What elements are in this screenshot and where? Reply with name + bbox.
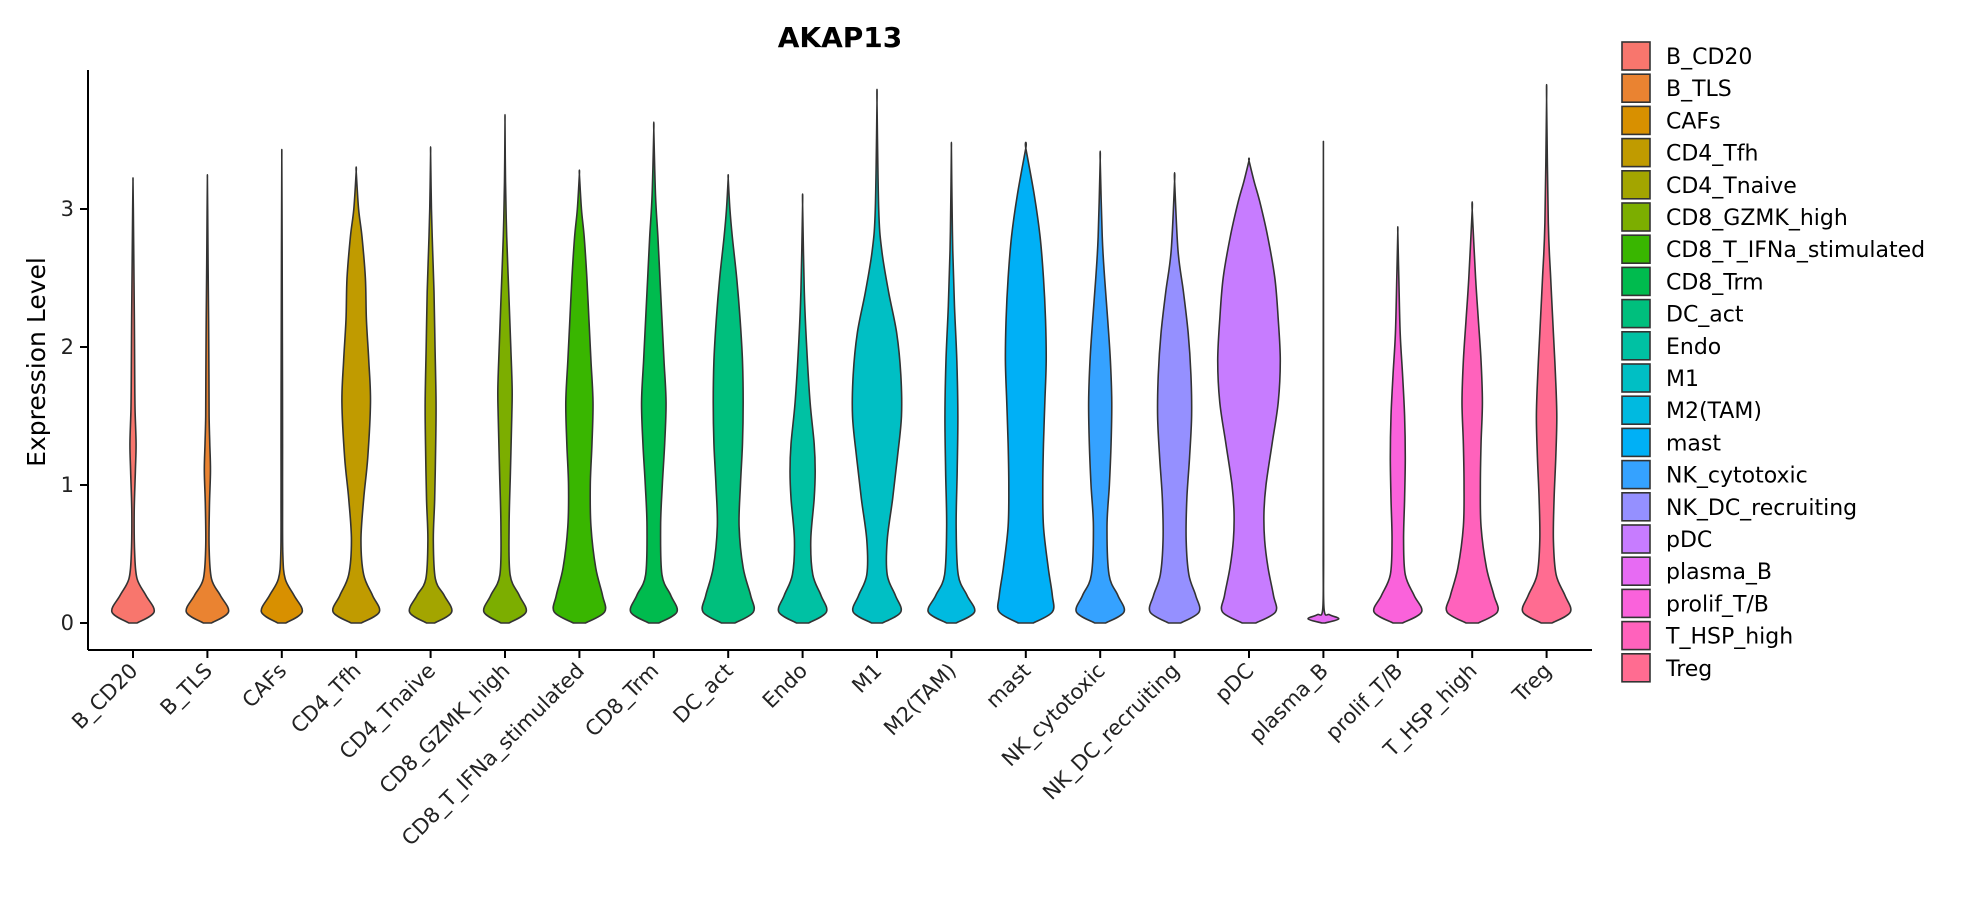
x-tick-label: Treg (1507, 659, 1556, 708)
y-tick-label: 1 (61, 473, 74, 497)
legend-label: T_HSP_high (1665, 625, 1793, 650)
legend-swatch (1621, 395, 1651, 426)
violin-nk-dc-recruiting (1148, 171, 1201, 624)
violin-prolif-t-b (1372, 225, 1423, 624)
violin-cafs (260, 148, 304, 624)
legend-swatch (1621, 459, 1651, 490)
chart-title: AKAP13 (778, 21, 903, 54)
legend-swatch (1621, 298, 1651, 329)
legend-swatch (1621, 491, 1651, 522)
violin-cd4-tfh (331, 166, 381, 624)
violin-cd8-trm (629, 121, 679, 624)
legend-label: CAFs (1666, 109, 1721, 134)
legend-swatch (1621, 524, 1651, 554)
legend-swatch (1621, 588, 1651, 619)
x-tick-label: CAFs (238, 659, 292, 713)
x-tick-label: B_CD20 (67, 659, 143, 735)
legend-swatch (1621, 170, 1651, 200)
legend-label: CD8_T_IFNa_stimulated (1666, 238, 1925, 263)
violin-cd8-gzmk-high (482, 113, 528, 624)
legend-label: prolif_T/B (1666, 592, 1769, 617)
legend-swatch (1621, 73, 1651, 103)
x-tick-label: M1 (847, 659, 886, 698)
violin-nk-cytotoxic (1075, 150, 1126, 624)
y-tick-label: 3 (61, 197, 74, 221)
legend-swatch (1621, 620, 1651, 651)
violin-b-cd20 (110, 177, 156, 624)
legend: B_CD20 B_TLS CAFs CD4_Tfh CD4_Tnaive CD8_GZMK… (1621, 41, 1925, 683)
violin-cd8-t-ifna-stimulated (552, 169, 607, 624)
y-tick-label: 0 (61, 611, 74, 635)
legend-label: DC_act (1666, 303, 1744, 328)
violin-treg (1521, 83, 1572, 624)
legend-swatch (1621, 105, 1651, 136)
violin-dc-act (701, 174, 756, 624)
legend-label: plasma_B (1666, 560, 1772, 585)
y-axis-label: Expression Level (22, 257, 51, 467)
legend-swatch (1621, 330, 1651, 361)
legend-swatch (1621, 137, 1651, 168)
y-axis-ticks: 0 1 2 3 (61, 197, 88, 635)
legend-label: Treg (1665, 657, 1712, 682)
legend-swatch (1621, 652, 1651, 683)
x-tick-label: M2(TAM) (879, 659, 961, 741)
x-tick-label: pDC (1210, 659, 1258, 707)
legend-label: CD8_GZMK_high (1666, 206, 1848, 231)
legend-label: NK_DC_recruiting (1666, 496, 1857, 521)
violin-endo (777, 193, 828, 624)
legend-swatch (1621, 266, 1651, 297)
violin-pdc (1216, 157, 1282, 624)
violin-group (110, 83, 1572, 624)
legend-swatch (1621, 41, 1651, 71)
legend-label: mast (1666, 431, 1721, 456)
violin-t-hsp-high (1445, 201, 1499, 624)
legend-swatch (1621, 202, 1651, 232)
x-axis-ticks: B_CD20 B_TLS CAFsCD4_TfhCD4_TnaiveCD8_GZMK… (67, 650, 1556, 851)
legend-label: CD4_Tnaive (1666, 174, 1797, 199)
violin-cd4-tnaive (408, 146, 453, 624)
y-tick-label: 2 (61, 335, 74, 359)
legend-label: B_TLS (1666, 77, 1732, 102)
legend-label: B_CD20 (1666, 45, 1752, 70)
x-tick-label: plasma_B (1244, 659, 1333, 748)
legend-label: Endo (1666, 335, 1721, 360)
legend-swatch (1621, 427, 1651, 458)
legend-label: NK_cytotoxic (1666, 464, 1808, 489)
legend-label: M1 (1666, 367, 1699, 392)
x-tick-label: CD8_Trm (580, 659, 664, 743)
legend-label: pDC (1666, 528, 1712, 553)
violin-mast (996, 141, 1055, 624)
x-tick-label: DC_act (668, 659, 738, 729)
violin-plasma-b (1307, 140, 1340, 624)
violin-m1 (851, 88, 903, 624)
legend-label: CD4_Tfh (1666, 142, 1758, 167)
legend-swatch (1621, 363, 1651, 393)
legend-swatch (1621, 556, 1651, 587)
x-tick-label: NK_DC_recruiting (1038, 659, 1185, 806)
violin-b-tls (185, 174, 230, 624)
violin-m2-tam- (927, 141, 976, 624)
x-tick-label: B_TLS (156, 659, 218, 721)
x-tick-label: Endo (758, 659, 812, 713)
legend-swatch (1621, 234, 1651, 264)
x-tick-label: mast (981, 659, 1035, 713)
legend-label: M2(TAM) (1666, 399, 1762, 424)
x-tick-label: CD8_GZMK_high (375, 659, 515, 799)
legend-label: CD8_Trm (1666, 270, 1764, 295)
